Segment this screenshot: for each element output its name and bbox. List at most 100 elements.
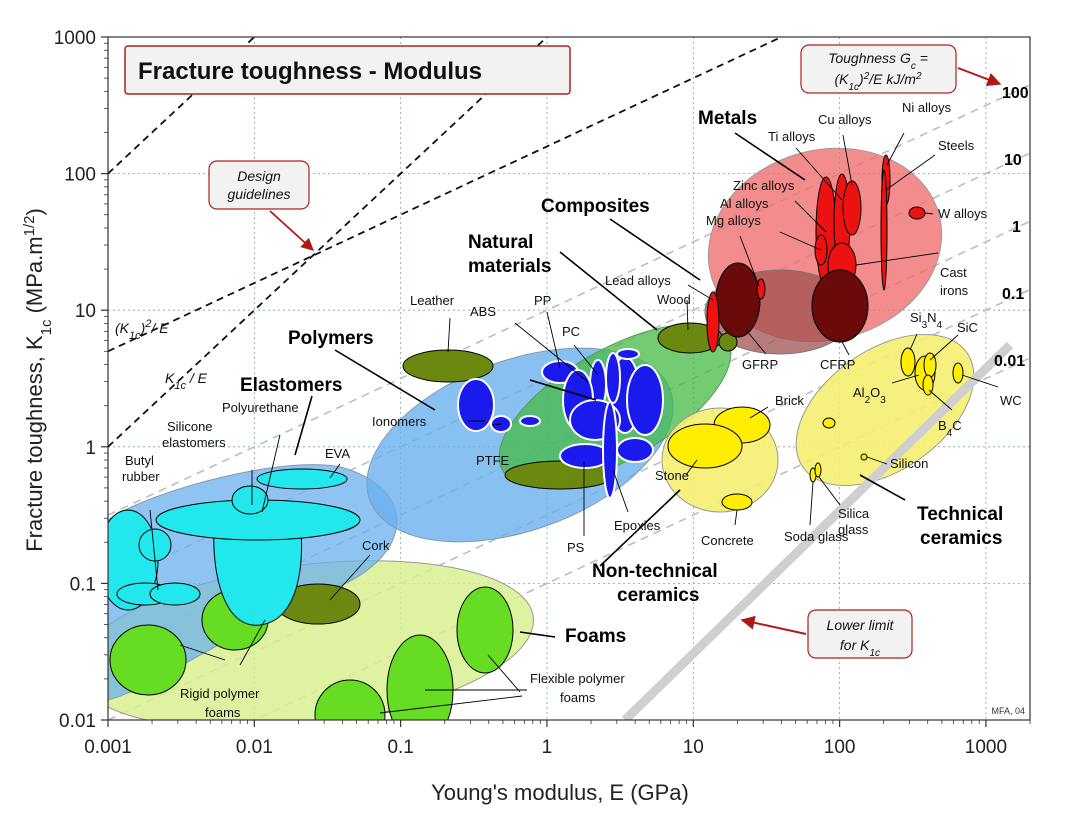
- stone-bubble: [667, 423, 743, 469]
- label-ps: PS: [567, 540, 585, 555]
- label-butyl-line-2: rubber: [122, 469, 160, 484]
- label-wood: Wood: [657, 292, 691, 307]
- silicon-bubble: [860, 453, 868, 461]
- leader-lines: [294, 132, 906, 638]
- family-label-technical-line-1: Technical: [917, 504, 1003, 525]
- b4c-bubble: [922, 374, 934, 396]
- label-brick: Brick: [775, 393, 804, 408]
- cu-alloys-bubble: [842, 180, 862, 236]
- label-cast-irons-line-2: irons: [940, 283, 969, 298]
- leather-bubble: [402, 349, 494, 383]
- label-ionomers: Ionomers: [372, 414, 427, 429]
- y-tick-label: 1: [85, 438, 96, 459]
- toughness-gc-box: [800, 44, 957, 94]
- material-bubbles: [108, 154, 964, 720]
- family-label-non-technical-line-2: ceramics: [617, 585, 699, 606]
- label-silica-glass-line-2: glass: [838, 522, 869, 537]
- design-guidelines-arrow: [269, 210, 314, 251]
- plot-frame: [107, 36, 1031, 721]
- y-tick-label: 10: [75, 301, 96, 322]
- si3n4-bubble: [900, 347, 916, 377]
- label-al-alloys: Al alloys: [720, 196, 769, 211]
- lower-limit-band: [621, 341, 1014, 720]
- label-soda-glass: Soda glass: [784, 529, 849, 544]
- contour-label-10: 10: [1004, 152, 1022, 169]
- label-silicone-line-1: Silicone: [167, 419, 213, 434]
- family-label-polymers: Polymers: [288, 328, 374, 349]
- label-ni-alloys: Ni alloys: [902, 100, 952, 115]
- guideline-k1c2-over-e: [108, 37, 784, 353]
- family-label-technical-line-2: ceramics: [920, 528, 1002, 549]
- x-axis-label: Young's modulus, E (GPa): [431, 780, 689, 805]
- lower-limit-arrow: [740, 615, 807, 635]
- label-rigid-foams-line-2: foams: [205, 705, 241, 720]
- steels-bubble: [880, 169, 888, 291]
- x-tick-label: 0.1: [387, 737, 413, 758]
- label-silicon: Silicon: [890, 456, 928, 471]
- label-lead-alloys: Lead alloys: [605, 273, 671, 288]
- x-tick-label: 1000: [965, 737, 1007, 758]
- label-eva: EVA: [325, 446, 350, 461]
- label-epoxies: Epoxies: [614, 518, 661, 533]
- label-silicone-line-2: elastomers: [162, 435, 226, 450]
- label-butyl-line-1: Butyl: [125, 453, 154, 468]
- label-cfrp: CFRP: [820, 357, 855, 372]
- label-abs: ABS: [470, 304, 496, 319]
- lower-limit-line-1: Lower limit: [827, 617, 895, 633]
- label-concrete: Concrete: [701, 533, 754, 548]
- silicone-elastomers-bubble-2: [231, 485, 269, 515]
- label-silica-glass-line-1: Silica: [838, 506, 870, 521]
- polymer-bubble-b: [605, 352, 621, 404]
- label-steels: Steels: [938, 138, 975, 153]
- label-zinc-alloys: Zinc alloys: [733, 178, 795, 193]
- label-leather: Leather: [410, 293, 455, 308]
- y-tick-label: 100: [64, 165, 96, 186]
- title-box: [124, 45, 571, 95]
- family-label-natural-line-2: materials: [468, 256, 551, 277]
- rigid-foam-bubble-1: [109, 624, 187, 696]
- thin-leader-lines: [149, 132, 999, 714]
- polymer-bubble-f: [616, 437, 654, 463]
- label-polyurethane: Polyurethane: [222, 400, 299, 415]
- y-axis-ticks: 0.01 0.1 1 10 100 1000: [54, 28, 108, 732]
- concrete-bubble: [721, 493, 753, 511]
- label-flexible-foams-line-1: Flexible polymer: [530, 671, 625, 686]
- label-sic: SiC: [957, 320, 978, 335]
- design-guidelines-box: [208, 160, 310, 210]
- label-ptfe: PTFE: [476, 453, 510, 468]
- label-w-alloys: W alloys: [938, 206, 988, 221]
- flexible-foam-bubble-2: [456, 586, 514, 674]
- x-tick-label: 10: [683, 737, 704, 758]
- label-rigid-foams-line-1: Rigid polymer: [180, 686, 260, 701]
- family-label-metals: Metals: [698, 108, 757, 129]
- label-wc: WC: [1000, 393, 1022, 408]
- polymer-bubble-c: [616, 348, 640, 360]
- wc-bubble: [952, 362, 964, 384]
- label-gfrp: GFRP: [742, 357, 778, 372]
- ceramic-bubble-small: [822, 417, 836, 429]
- contour-label-100: 100: [1002, 85, 1029, 102]
- w-alloys-bubble: [908, 206, 926, 220]
- butyl-rubber-bubble-4: [149, 582, 201, 606]
- ionomers-bubble: [457, 378, 495, 432]
- label-cast-irons-line-1: Cast: [940, 265, 967, 280]
- x-tick-label: 0.01: [236, 737, 273, 758]
- label-pp: PP: [534, 293, 551, 308]
- y-tick-label: 0.1: [70, 574, 96, 595]
- x-axis-ticks: 0.001 0.01 0.1 1 10 100 1000: [84, 720, 1031, 758]
- y-tick-label: 1000: [54, 28, 96, 49]
- family-label-foams: Foams: [565, 626, 626, 647]
- lead-alloys-bubble: [706, 291, 720, 353]
- silica-glass-bubble: [814, 462, 822, 478]
- chart-title: Fracture toughness - Modulus: [138, 58, 482, 85]
- x-tick-label: 100: [824, 737, 856, 758]
- y-tick-label: 0.01: [59, 711, 96, 732]
- epoxies-bubble: [602, 401, 618, 499]
- contour-label-0-1: 0.1: [1002, 286, 1024, 303]
- gfrp-bubble: [715, 262, 761, 338]
- polyurethane-bubble: [213, 519, 303, 626]
- design-guidelines-line-1: Design: [237, 168, 281, 184]
- label-ti-alloys: Ti alloys: [768, 129, 816, 144]
- family-label-elastomers: Elastomers: [240, 375, 342, 396]
- x-tick-label: 0.001: [84, 737, 132, 758]
